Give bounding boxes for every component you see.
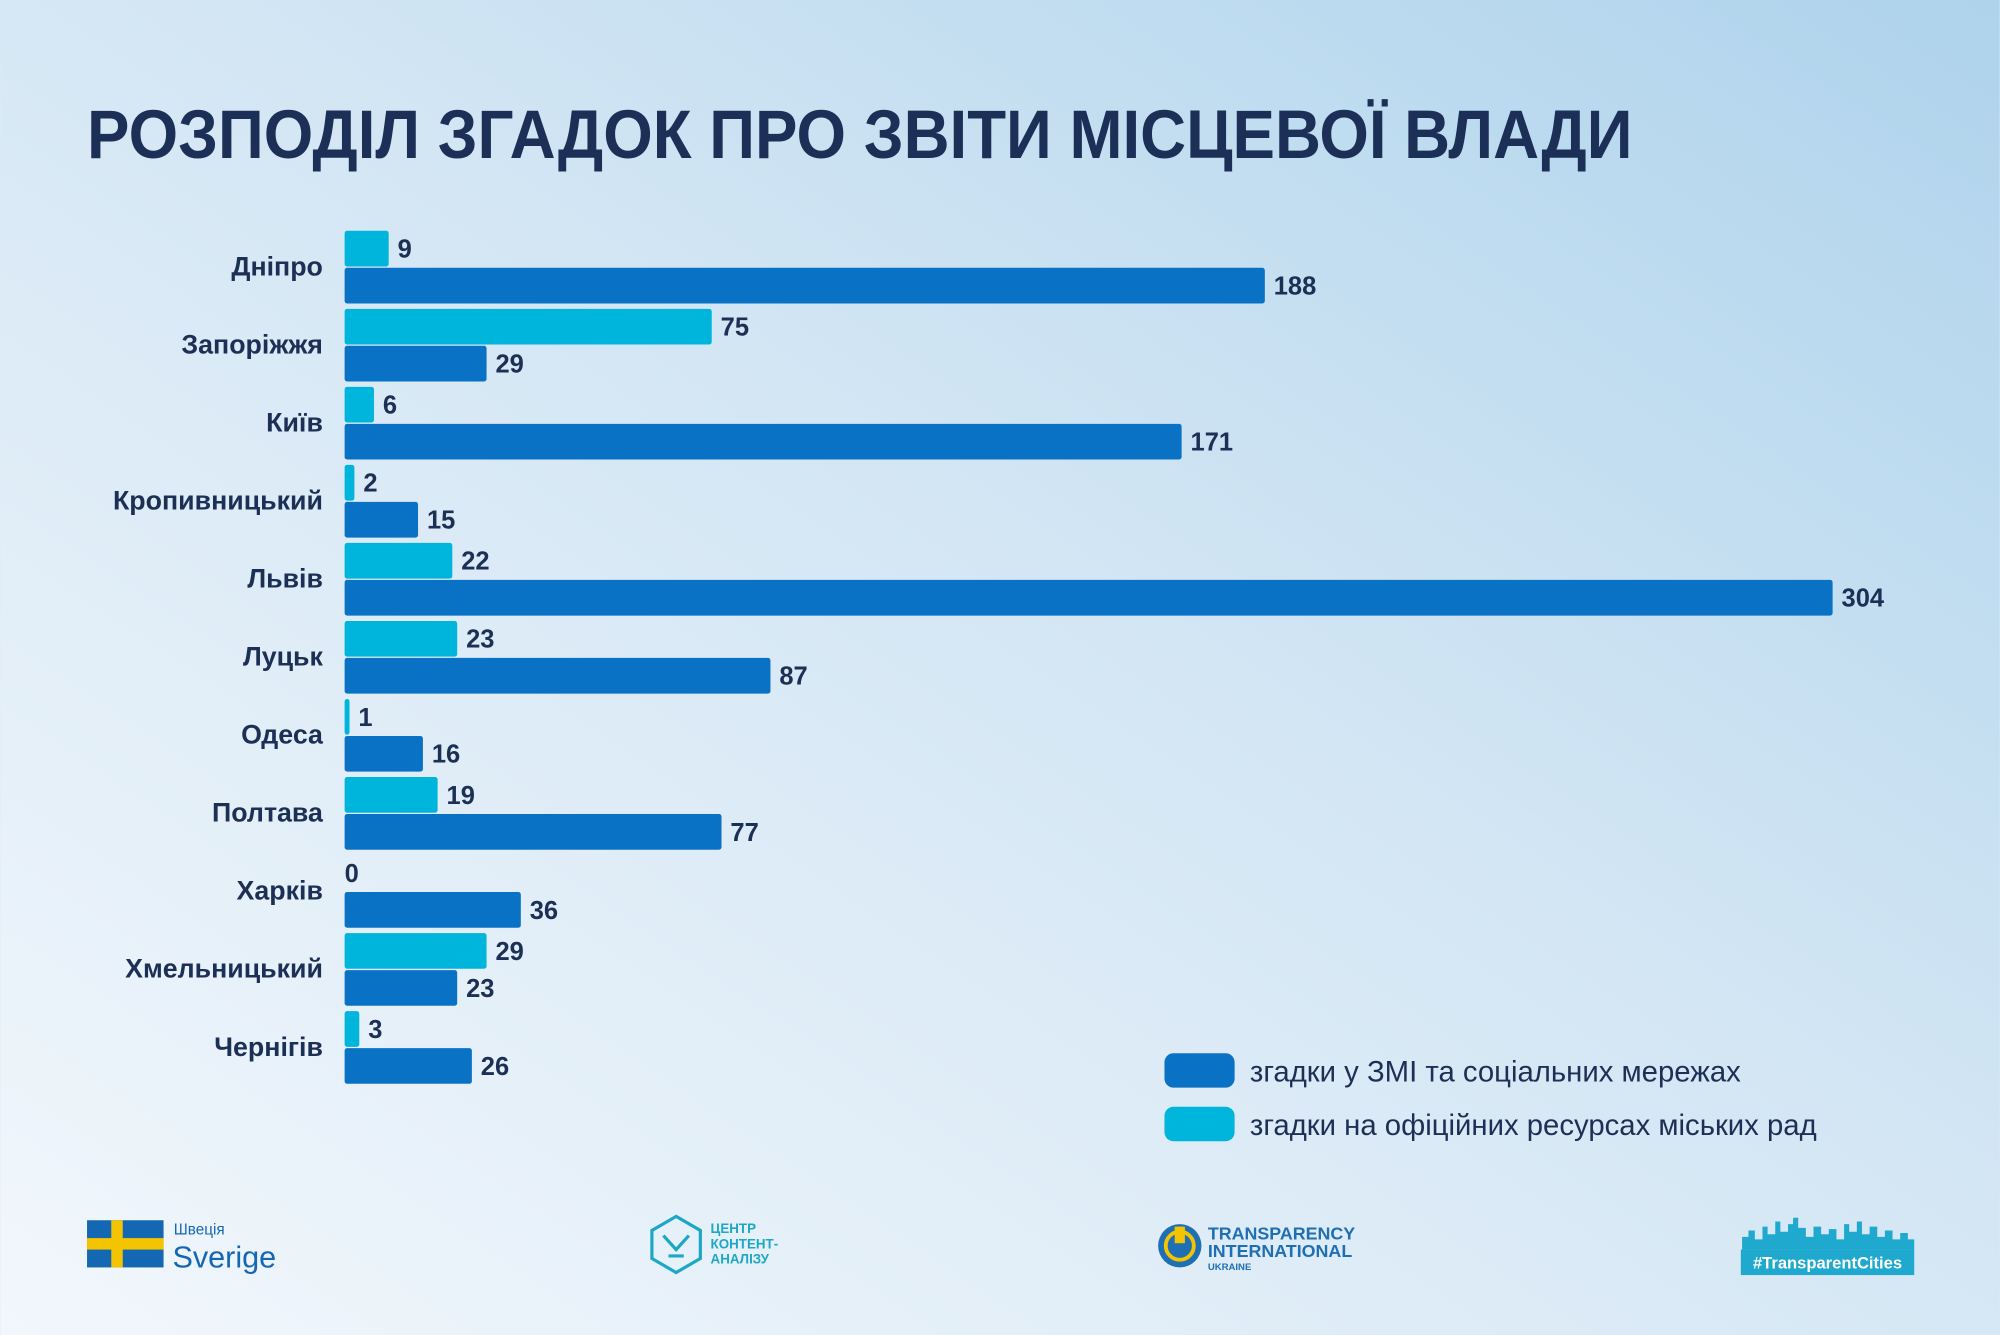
value-label: 188 <box>1274 273 1317 301</box>
bar-media <box>344 501 419 538</box>
value-label: 1 <box>358 704 372 732</box>
value-label: 3 <box>368 1016 382 1044</box>
value-label: 0 <box>345 860 359 888</box>
value-label: 2 <box>363 470 377 498</box>
category-label: Запоріжжя <box>181 329 323 359</box>
bars-group: Дніпро 9 188 Запоріжжя 75 29 Київ 6 171 Кропивниц… <box>113 230 1885 1084</box>
bar-media <box>344 814 722 850</box>
content-analysis-line1: ЦЕНТР <box>711 1221 757 1236</box>
ti-line2: INTERNATIONAL <box>1208 1241 1352 1261</box>
value-label: 26 <box>481 1053 509 1081</box>
bar-media <box>344 267 1265 304</box>
content-analysis-emblem-icon <box>650 1214 702 1275</box>
category-label: Дніпро <box>231 251 323 281</box>
category-label: Харків <box>237 876 323 906</box>
content-analysis-logo: ЦЕНТР КОНТЕНТ- АНАЛІЗУ <box>650 1214 779 1275</box>
bar-official <box>344 308 712 345</box>
category-label: Київ <box>266 407 323 437</box>
content-analysis-line3: АНАЛІЗУ <box>711 1252 770 1267</box>
ti-line1: TRANSPARENCY <box>1208 1223 1355 1243</box>
value-label: 36 <box>530 897 558 925</box>
transparency-international-logo: TRANSPARENCY INTERNATIONAL UKRAINE <box>1158 1223 1355 1273</box>
sweden-flag-cross-horizontal <box>87 1238 164 1250</box>
sweden-small-text: Швеція <box>174 1221 225 1238</box>
value-label: 6 <box>383 392 397 420</box>
chart-title: РОЗПОДІЛ ЗГАДОК ПРО ЗВІТИ МІСЦЕВОЇ ВЛАДИ <box>87 96 1632 173</box>
value-label: 304 <box>1842 585 1885 613</box>
bar-official <box>344 464 355 501</box>
bar-official <box>344 620 458 657</box>
category-label: Полтава <box>212 798 324 828</box>
category-label: Хмельницький <box>125 954 323 984</box>
category-label: Кропивницький <box>113 486 323 516</box>
bar-official <box>344 230 389 267</box>
category-label: Чернігів <box>214 1032 323 1062</box>
value-label: 16 <box>432 741 460 769</box>
value-label: 23 <box>466 626 494 654</box>
bar-media <box>344 423 1182 460</box>
ti-globe-bar <box>1174 1226 1185 1244</box>
value-label: 75 <box>721 314 749 342</box>
legend-swatch-official <box>1164 1106 1235 1142</box>
hashtag-text: #TransparentCities <box>1753 1254 1902 1273</box>
bar-media <box>344 1048 472 1084</box>
bar-official <box>344 542 453 579</box>
value-label: 77 <box>730 819 758 847</box>
value-label: 15 <box>427 507 455 535</box>
value-label: 9 <box>398 236 412 264</box>
bar-media <box>344 892 521 928</box>
content-analysis-line2: КОНТЕНТ- <box>711 1236 779 1251</box>
value-label: 22 <box>461 548 489 576</box>
bar-official <box>344 1011 360 1047</box>
content-analysis-emblem-inner <box>662 1234 691 1258</box>
legend-label-media: згадки у ЗМІ та соціальних мережах <box>1250 1055 1741 1088</box>
legend-swatch-media <box>1164 1053 1235 1088</box>
sweden-big-text: Sverige <box>172 1240 276 1274</box>
legend-label-official: згадки на офіційних ресурсах міських рад <box>1250 1109 1817 1142</box>
value-label: 171 <box>1191 429 1234 457</box>
bar-official <box>344 698 350 735</box>
transparent-cities-logo: #TransparentCities <box>1740 1217 1915 1276</box>
bar-official <box>344 386 374 423</box>
bar-media <box>344 970 458 1006</box>
bar-media <box>344 657 771 694</box>
value-label: 87 <box>779 663 807 691</box>
category-label: Одеса <box>241 720 324 750</box>
value-label: 29 <box>495 938 523 966</box>
bar-media <box>344 579 1833 616</box>
city-skyline-icon <box>1742 1217 1915 1250</box>
category-label: Луцьк <box>243 642 324 672</box>
hashtag-background <box>1740 1249 1915 1276</box>
value-label: 19 <box>447 782 475 810</box>
ti-line3: UKRAINE <box>1208 1262 1252 1273</box>
bar-media <box>344 735 423 772</box>
category-label: Львів <box>247 564 323 594</box>
legend: згадки у ЗМІ та соціальних мережах згадк… <box>1164 1053 1817 1142</box>
bar-official <box>344 933 487 969</box>
value-label: 23 <box>466 975 494 1003</box>
bar-official <box>344 777 438 813</box>
value-label: 29 <box>495 351 523 379</box>
bar-media <box>344 345 487 382</box>
sweden-logo: Швеція Sverige <box>87 1220 276 1274</box>
